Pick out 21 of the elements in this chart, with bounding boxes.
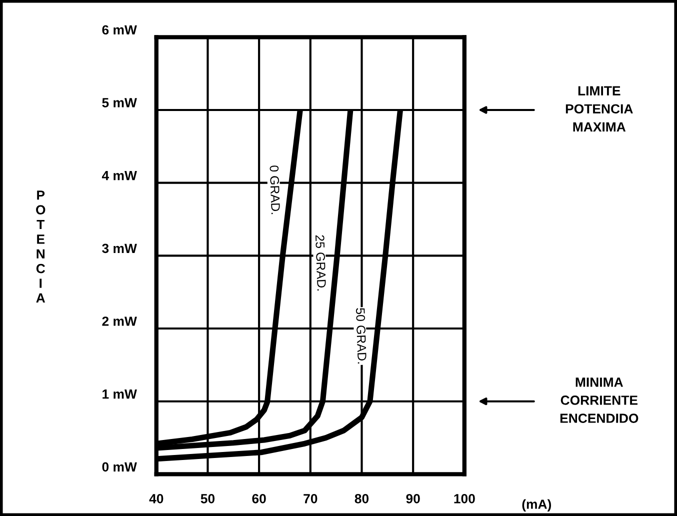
y-tick-label: 1 mW bbox=[102, 390, 137, 399]
x-tick-label: 70 bbox=[304, 494, 318, 504]
x-tick-label: 50 bbox=[200, 494, 215, 504]
text: (mA) bbox=[522, 499, 552, 512]
x-tick-label: 40 bbox=[149, 494, 164, 504]
text: 25 GRAD. bbox=[315, 235, 326, 291]
text: 0 GRAD. bbox=[270, 165, 280, 214]
x-tick-label: 80 bbox=[354, 494, 369, 504]
y-tick-label: 6 mW bbox=[102, 25, 137, 35]
y-tick-label: 4 mW bbox=[102, 171, 137, 180]
x-tick-label: 90 bbox=[406, 494, 420, 504]
text: LIMITE POTENCIA MAXIMA bbox=[566, 86, 633, 132]
text: 50 GRAD. bbox=[356, 308, 367, 364]
y-axis-title: POTENCIA bbox=[36, 190, 46, 303]
y-tick-label: 3 mW bbox=[102, 244, 137, 254]
y-tick-label: 0 mW bbox=[102, 462, 137, 472]
text: MINIMA CORRIENTE ENCENDIDO bbox=[560, 378, 638, 423]
x-tick-label: 60 bbox=[252, 494, 266, 504]
y-tick-label: 2 mW bbox=[102, 316, 137, 326]
x-tick-label: 100 bbox=[454, 494, 475, 504]
y-tick-label: 5 mW bbox=[102, 98, 137, 108]
